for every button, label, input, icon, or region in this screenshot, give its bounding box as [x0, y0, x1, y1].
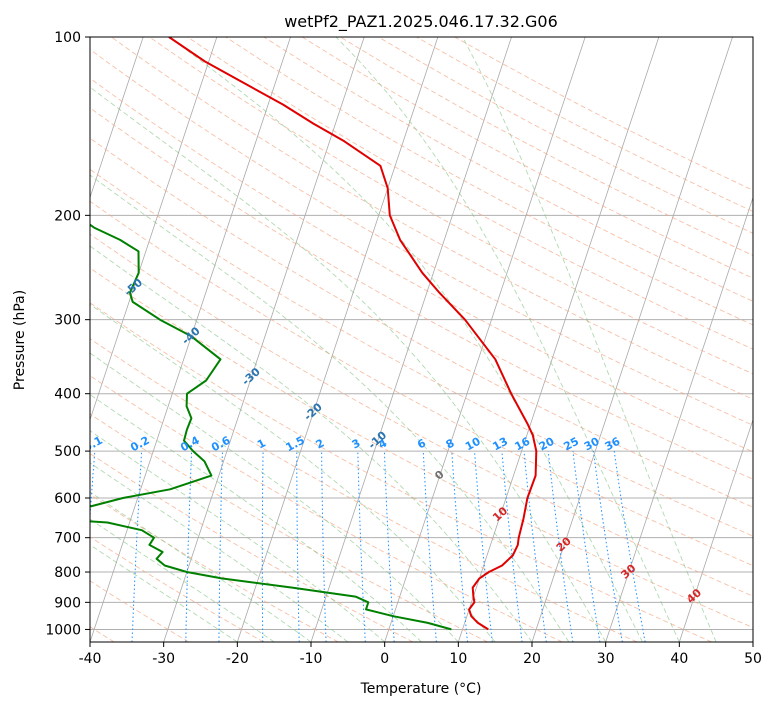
x-tick-label: -10 — [300, 651, 323, 667]
dry-adiabat-line — [378, 37, 775, 642]
y-tick-label: 1000 — [45, 622, 81, 638]
y-tick-label: 700 — [54, 531, 81, 547]
series-layer — [14, 37, 537, 629]
dry-adiabat-line — [302, 37, 775, 642]
x-tick-label: -30 — [152, 651, 175, 667]
x-axis: -40 -30 -20 -10 0 10 20 30 40 50 — [79, 642, 762, 667]
moist-adiabat-line — [463, 37, 717, 642]
y-tick-label: 900 — [54, 595, 81, 611]
dry-adiabat-line — [149, 37, 775, 642]
mixing-ratio-label: 20 — [537, 435, 557, 454]
dry-adiabat-line — [0, 37, 562, 642]
plot-area: 0.10.20.40.611.52346810131620253036-100-… — [0, 37, 775, 642]
moist-adiabat-line — [0, 344, 237, 642]
x-axis-label: Temperature (°C) — [360, 681, 482, 697]
dry-adiabat-line — [226, 37, 775, 642]
y-tick-label: 500 — [54, 444, 81, 460]
moist-adiabat-line — [169, 37, 642, 642]
isotherm-line — [679, 37, 775, 642]
y-tick-label: 600 — [54, 491, 81, 507]
grid-layer — [0, 37, 775, 642]
temperature-profile-line — [169, 37, 536, 629]
x-tick-label: 10 — [449, 651, 467, 667]
mixing-ratio-line — [573, 451, 600, 642]
y-tick-label: 100 — [54, 30, 81, 46]
mixing-ratio-line — [452, 451, 468, 642]
mixing-ratio-label: 36 — [603, 435, 623, 454]
mixing-ratio-label: 30 — [582, 435, 602, 454]
dry-adiabat-line — [0, 37, 264, 642]
y-tick-label: 300 — [54, 313, 81, 329]
y-tick-label: 200 — [54, 208, 81, 224]
dry-adiabat-line — [264, 37, 775, 642]
mixing-ratio-label: 25 — [561, 435, 581, 454]
isotherm-label: -30 — [239, 365, 263, 388]
y-axis-label: Pressure (hPa) — [12, 290, 28, 390]
x-tick-label: 50 — [744, 651, 762, 667]
y-axis: 1000 900 800 700 600 500 400 300 200 100 — [45, 30, 90, 638]
mixing-ratio-line — [82, 451, 95, 642]
isotherm-label: 10 — [490, 504, 510, 524]
mixing-ratio-line — [219, 451, 223, 642]
mixing-ratio-label: 13 — [490, 435, 510, 454]
moist-adiabat-line — [0, 105, 532, 643]
mixing-ratio-label: 1 — [255, 436, 268, 451]
isotherm-line — [606, 37, 775, 642]
mixing-ratio-line — [322, 451, 327, 642]
x-tick-label: -40 — [79, 651, 102, 667]
moist-adiabat-line — [0, 324, 274, 642]
isotherm-label: -60 — [62, 234, 86, 257]
dry-adiabat-line — [111, 37, 775, 642]
mixing-ratio-label: 16 — [513, 435, 533, 454]
dry-adiabat-line — [455, 37, 775, 642]
dry-adiabat-line — [0, 37, 712, 642]
mixing-ratio-label: 10 — [463, 435, 483, 454]
mixing-ratio-line — [358, 451, 366, 642]
mixing-ratio-label: 3 — [350, 436, 363, 451]
moist-adiabat-line — [0, 302, 311, 642]
y-tick-label: 800 — [54, 565, 81, 581]
y-tick-label: 400 — [54, 387, 81, 403]
isotherm-label: -70 — [1, 197, 25, 220]
mixing-ratio-line — [423, 451, 436, 642]
dry-adiabat-line — [35, 37, 775, 642]
x-tick-label: 30 — [597, 651, 615, 667]
x-tick-label: -20 — [226, 651, 249, 667]
isotherm-label: 30 — [618, 561, 638, 581]
dry-adiabat-line — [0, 37, 338, 642]
mixing-ratio-line — [262, 451, 263, 642]
x-tick-label: 20 — [523, 651, 541, 667]
mixing-ratio-line — [186, 451, 192, 642]
x-tick-label: 40 — [670, 651, 688, 667]
chart-title: wetPf2_PAZ1.2025.046.17.32.G06 — [284, 12, 558, 32]
mixing-ratio-line — [614, 451, 645, 642]
mixing-ratio-line — [297, 451, 299, 642]
x-tick-label: 0 — [380, 651, 389, 667]
mixing-ratio-line — [132, 451, 142, 642]
isotherm-label: 40 — [684, 586, 704, 606]
isotherm-line — [753, 37, 775, 642]
dry-adiabat-line — [0, 37, 637, 642]
dry-adiabat-line — [0, 37, 413, 642]
isotherm-label: -50 — [122, 276, 146, 299]
isotherm-line — [0, 37, 70, 642]
